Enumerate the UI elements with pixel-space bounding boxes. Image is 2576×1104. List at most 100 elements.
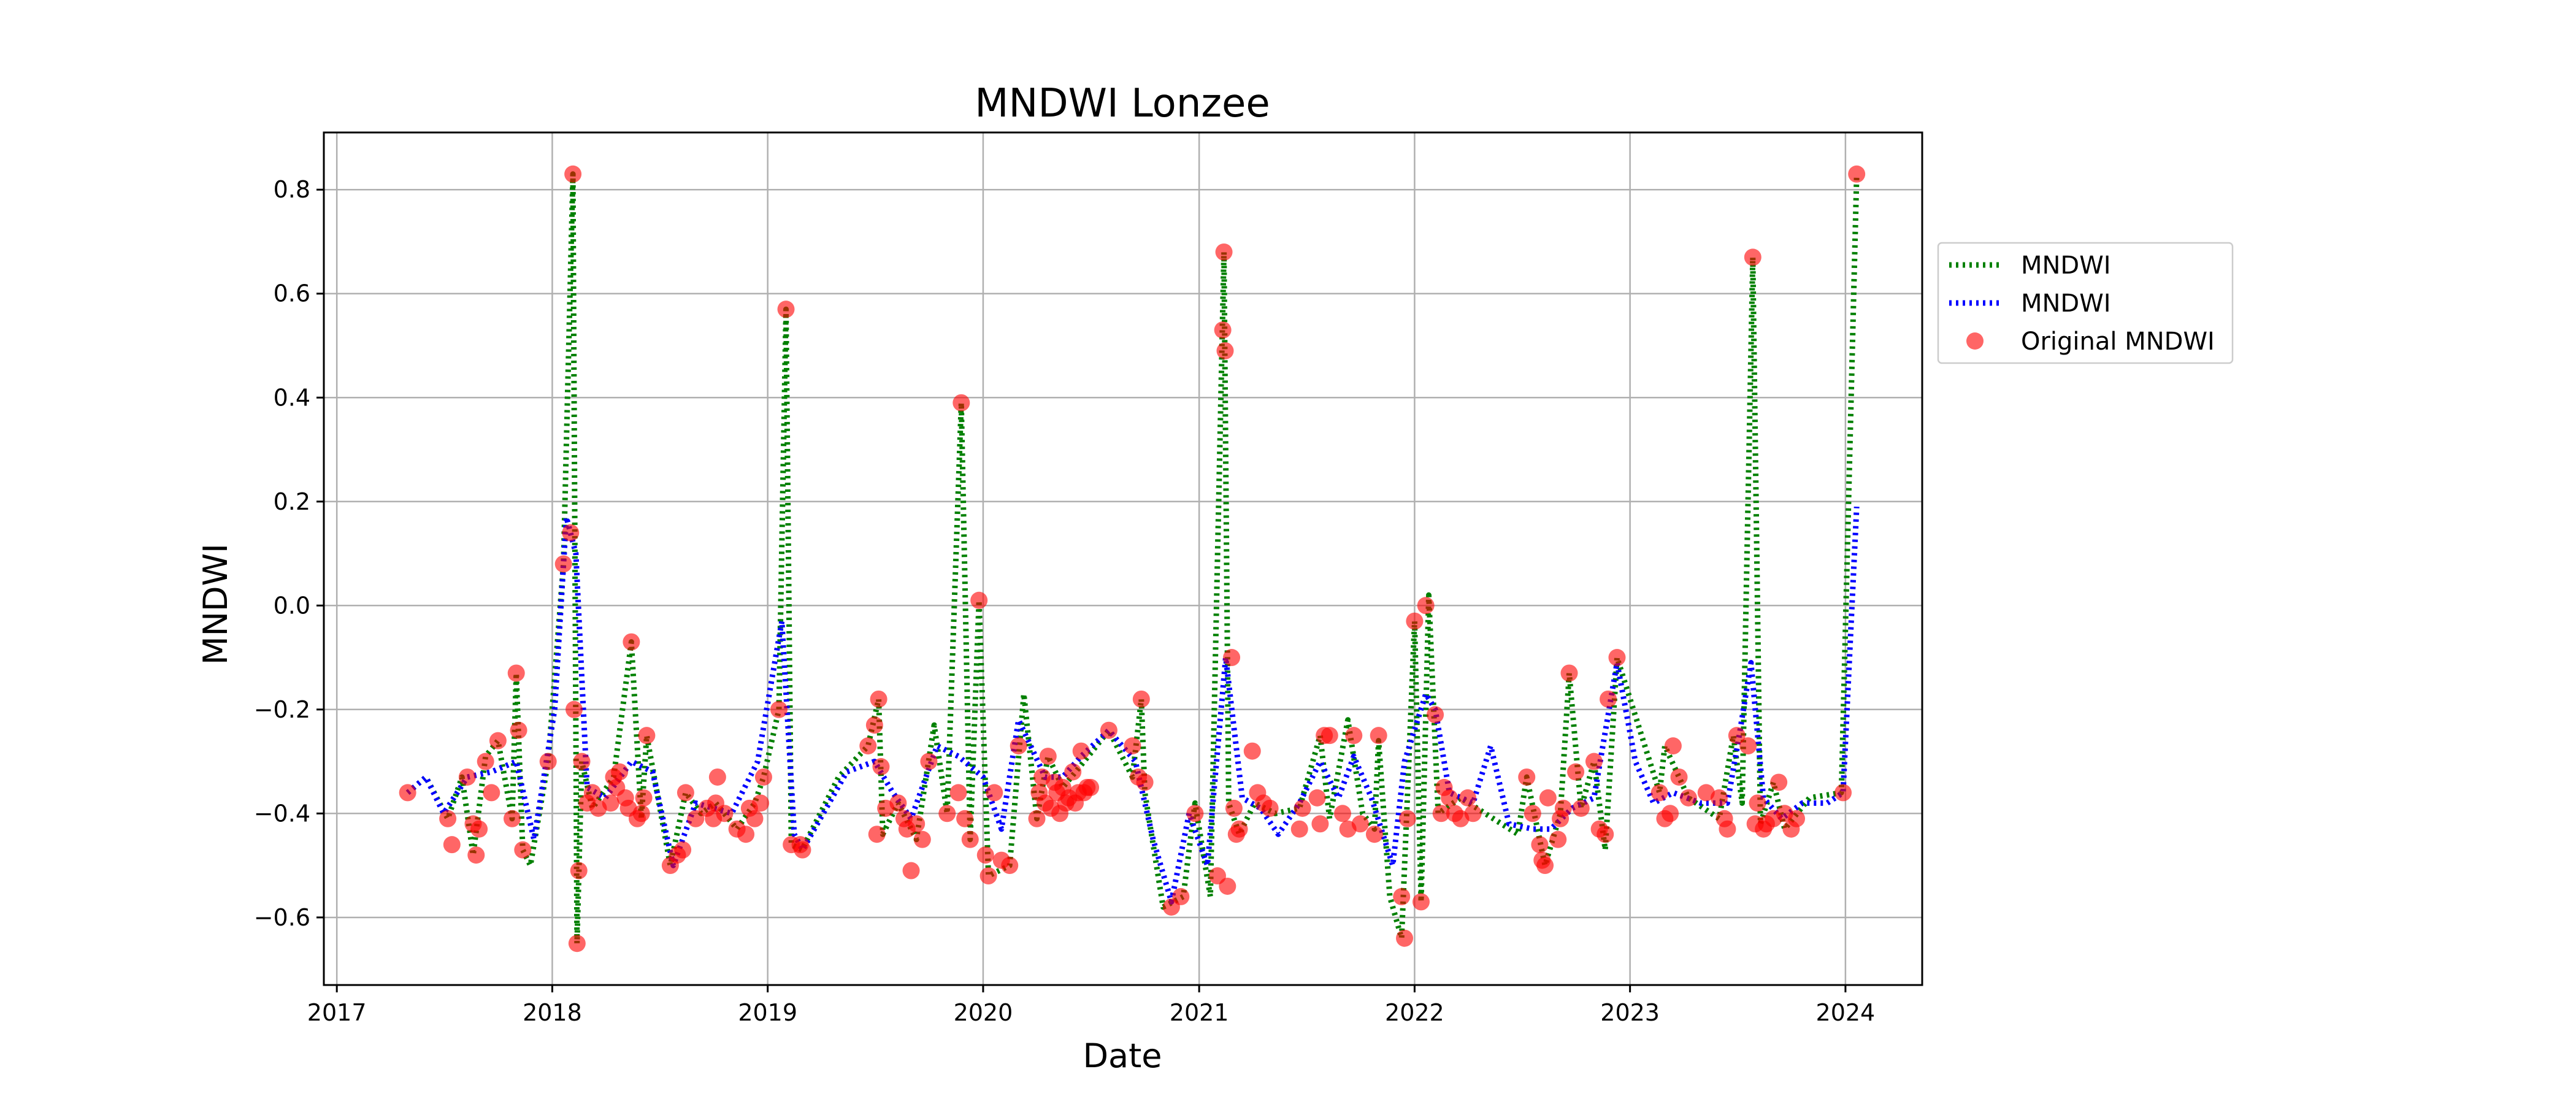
data-point [503,810,521,827]
data-point [1597,826,1614,843]
x-tick-label: 2024 [1816,999,1876,1026]
data-point [1608,649,1626,667]
data-point [1172,887,1190,905]
data-point [1308,789,1326,807]
data-point [1290,820,1308,838]
data-point [737,826,755,843]
series-original-mndwi [399,165,1866,953]
data-point [859,737,877,755]
data-point [865,716,883,734]
y-tick-label: 0.2 [274,488,310,515]
data-point [976,846,994,864]
legend-label: Original MNDWI [2021,328,2215,356]
data-point [439,810,457,827]
data-point [1744,248,1761,266]
data-point [953,394,970,412]
data-point [635,789,653,807]
legend-marker-original [1966,332,1984,350]
data-point [1072,742,1090,760]
data-point [920,753,938,770]
data-point [611,763,629,781]
data-point [1186,805,1204,822]
data-point [1749,794,1766,812]
x-tick-label: 2021 [1170,999,1229,1026]
series-layer [399,165,1866,953]
data-point [1396,929,1414,947]
y-tick-label: 0.6 [274,280,310,307]
data-point [1600,690,1617,708]
data-point [956,810,974,827]
x-tick-label: 2018 [523,999,582,1026]
data-point [1464,805,1482,822]
data-point [507,664,525,682]
data-point [399,784,416,802]
data-point [1664,737,1682,755]
legend-label: MNDWI [2021,251,2111,280]
data-point [562,524,580,542]
x-tick-label: 2017 [307,999,367,1026]
data-point [752,794,770,812]
data-point [913,830,931,848]
data-point [477,753,494,770]
data-point [573,753,591,770]
data-point [1225,799,1243,817]
data-point [1524,805,1541,822]
data-point [1697,784,1715,802]
data-point [489,732,507,749]
data-point [1345,727,1363,745]
data-point [1398,810,1416,827]
data-point [1064,763,1082,781]
plot-area: 2017 2018 2019 2020 2021 2022 2023 2024 −0.6 −0.4… [254,131,1923,1026]
data-point [1223,649,1241,667]
data-point [889,794,907,812]
data-point [1001,857,1019,875]
data-point [1417,597,1435,615]
data-point [1393,887,1411,905]
y-tick-label: 0.4 [274,384,310,411]
data-point [754,768,772,786]
data-point [979,867,997,885]
data-point [554,555,572,573]
data-point [938,805,956,822]
y-axis-title: MNDWI [196,543,235,665]
legend: MNDWI MNDWI Original MNDWI [1937,242,2234,364]
data-point [1710,789,1728,807]
data-point [1039,748,1057,765]
series-line-2 [405,506,1860,905]
data-point [1432,805,1450,822]
data-point [1848,165,1866,183]
data-point [746,810,764,827]
data-point [638,727,656,745]
data-point [632,805,650,822]
data-point [1567,763,1585,781]
data-point [1216,342,1234,359]
data-point [1230,820,1248,838]
data-point [1662,805,1679,822]
data-point [1219,877,1236,895]
data-point [1728,727,1746,745]
data-point [1082,778,1100,796]
data-point [570,862,588,880]
data-point [1834,784,1852,802]
data-point [961,830,979,848]
y-tick-label: 0.0 [274,592,310,619]
data-point [1739,737,1757,755]
data-point [1585,753,1603,770]
data-point [1770,773,1788,791]
data-point [687,810,705,827]
x-tick-label: 2020 [954,999,1013,1026]
data-point [1136,773,1154,791]
data-point [1650,784,1668,802]
data-point [1412,893,1430,911]
data-point [1028,810,1046,827]
data-point [1427,706,1444,724]
data-point [1132,690,1150,708]
data-point [970,591,988,609]
data-point [716,805,734,822]
data-point [674,841,692,859]
data-point [1243,742,1261,760]
x-tick-label: 2022 [1385,999,1444,1026]
data-point [565,700,583,718]
x-tick-label: 2023 [1600,999,1660,1026]
